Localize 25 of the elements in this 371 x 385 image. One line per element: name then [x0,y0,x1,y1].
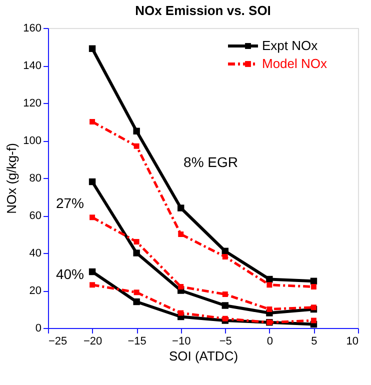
x-tick-label: 5 [311,336,318,348]
x-tick-label: −20 [83,336,102,348]
x-axis-title: SOI (ATDC) [168,348,238,364]
legend-label: Expt NOx [262,38,318,53]
y-tick-label: 40 [29,248,42,260]
x-tick-label: −15 [128,336,146,348]
x-tick-label: −10 [172,336,191,348]
chart-title: NOx Emission vs. SOI [135,3,271,18]
x-tick-label: −5 [219,336,232,348]
x-tick-label: 0 [266,336,273,348]
x-tick-label: −25 [48,336,68,348]
y-tick-label: 80 [29,172,42,184]
annotation: 27% [56,195,84,211]
x-tick-label: 10 [346,336,358,348]
y-tick-label: 0 [35,322,42,334]
annotation: 40% [56,266,84,282]
y-tick-label: 140 [23,60,42,72]
annotation: 8% EGR [184,154,238,170]
y-tick-label: 20 [29,285,42,297]
y-tick-label: 100 [23,135,42,147]
y-tick-label: 120 [23,98,42,110]
y-tick-label: 160 [23,22,42,34]
y-axis-title: NOx (g/kg-f) [4,143,20,214]
legend-label: Model NOx [262,56,328,71]
y-tick-label: 60 [29,210,42,222]
